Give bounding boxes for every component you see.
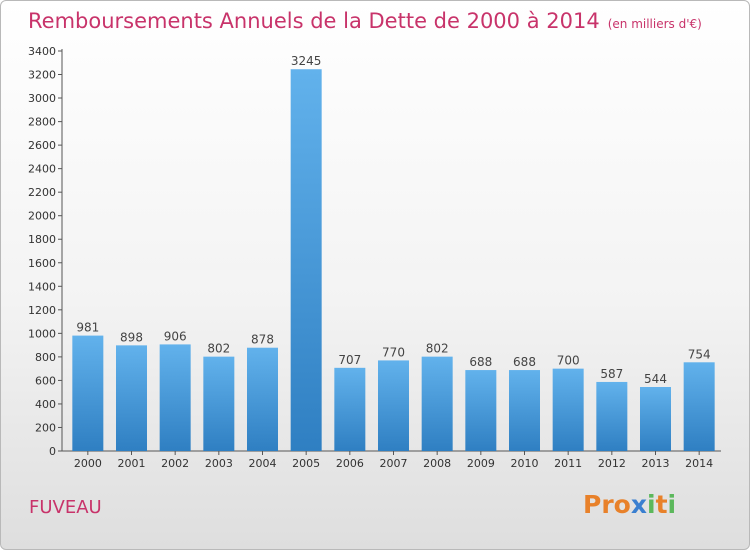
- x-tick-label: 2001: [118, 457, 146, 470]
- y-tick-label: 1800: [28, 233, 56, 246]
- chart-title: Remboursements Annuels de la Dette de 20…: [28, 9, 702, 33]
- y-tick-label: 3200: [28, 69, 56, 82]
- y-tick-label: 2600: [28, 139, 56, 152]
- data-label: 754: [688, 347, 711, 361]
- x-tick-label: 2000: [74, 457, 102, 470]
- y-tick-label: 3400: [28, 45, 56, 58]
- x-tick-label: 2007: [380, 457, 408, 470]
- logo-letter: r: [601, 490, 614, 519]
- x-tick-label: 2013: [642, 457, 670, 470]
- bar-2008: [421, 356, 453, 451]
- y-tick-label: 0: [49, 445, 56, 458]
- bar-2010: [509, 370, 540, 451]
- bar-2001: [116, 345, 147, 451]
- x-tick-label: 2010: [511, 457, 539, 470]
- x-tick-label: 2005: [292, 457, 320, 470]
- y-tick-label: 600: [35, 374, 56, 387]
- y-tick-label: 3000: [28, 92, 56, 105]
- bar-2014: [683, 362, 715, 451]
- data-label: 898: [120, 330, 143, 344]
- data-label: 688: [469, 355, 492, 369]
- logo-letter: t: [655, 490, 668, 519]
- x-tick-label: 2004: [249, 457, 277, 470]
- bar-2002: [159, 344, 191, 451]
- x-tick-label: 2012: [598, 457, 626, 470]
- bar-2012: [596, 381, 628, 451]
- bar-2004: [247, 347, 278, 451]
- x-tick-label: 2009: [467, 457, 495, 470]
- y-tick-label: 1600: [28, 257, 56, 270]
- chart-bars: [72, 69, 715, 451]
- logo-letter: x: [630, 490, 647, 519]
- bar-2005: [290, 69, 322, 451]
- bar-2011: [552, 368, 584, 451]
- logo-letter: o: [613, 490, 631, 519]
- logo-letter: i: [647, 490, 656, 519]
- y-tick-label: 200: [35, 421, 56, 434]
- data-label: 802: [426, 342, 449, 356]
- data-label: 700: [557, 354, 580, 368]
- data-label: 688: [513, 355, 536, 369]
- data-label: 3245: [291, 54, 322, 68]
- bar-2009: [465, 370, 497, 451]
- data-label: 707: [338, 353, 361, 367]
- chart-title-text: Remboursements Annuels de la Dette de 20…: [28, 9, 600, 33]
- logo-letter: i: [667, 490, 677, 519]
- bar-2007: [378, 360, 409, 451]
- commune-name: FUVEAU: [29, 497, 102, 518]
- y-tick-label: 2200: [28, 186, 56, 199]
- x-tick-label: 2014: [685, 457, 713, 470]
- x-tick-label: 2003: [205, 457, 233, 470]
- x-tick-label: 2008: [423, 457, 451, 470]
- bar-2003: [203, 356, 235, 451]
- y-tick-label: 1000: [28, 327, 56, 340]
- y-tick-label: 1200: [28, 304, 56, 317]
- data-label: 770: [382, 345, 405, 359]
- bar-2006: [334, 367, 366, 451]
- data-label: 981: [76, 321, 99, 335]
- x-tick-label: 2002: [161, 457, 189, 470]
- y-tick-label: 2000: [28, 210, 56, 223]
- y-tick-label: 400: [35, 398, 56, 411]
- y-tick-label: 1400: [28, 280, 56, 293]
- x-tick-label: 2006: [336, 457, 364, 470]
- proxiti-logo: Proxiti: [583, 490, 676, 519]
- data-label: 878: [251, 333, 274, 347]
- chart-subtitle: (en milliers d'€): [607, 17, 702, 31]
- bar-2000: [72, 335, 104, 451]
- y-tick-label: 2800: [28, 116, 56, 129]
- data-label: 802: [207, 342, 230, 356]
- y-tick-label: 2400: [28, 163, 56, 176]
- data-label: 544: [644, 372, 667, 386]
- data-label: 587: [600, 367, 623, 381]
- y-tick-label: 800: [35, 351, 56, 364]
- chart-data-labels: 981 898 906 802 878 3245 707 770 802 688 688 700 587…: [76, 54, 710, 386]
- bar-2013: [640, 387, 671, 451]
- chart-axes: 0 200 400 600 800 1000 1200 1400 1600 1800 2000 220…: [28, 45, 721, 470]
- x-tick-label: 2011: [554, 457, 582, 470]
- data-label: 906: [164, 329, 187, 343]
- logo-letter: P: [583, 490, 602, 519]
